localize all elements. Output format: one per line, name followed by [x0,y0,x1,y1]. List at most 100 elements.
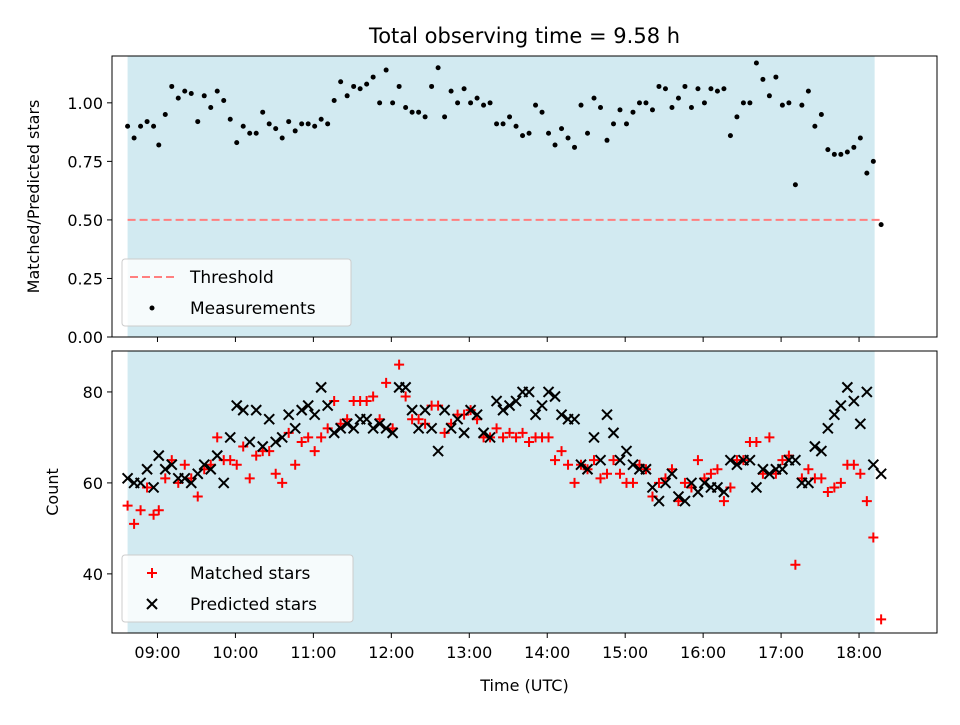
matched-star-point [543,432,554,443]
measurement-point [792,182,798,188]
measurement-point [240,123,246,129]
y-tick-label: 0.25 [67,269,103,288]
measurement-point [513,123,519,129]
matched-star-point [212,432,223,443]
measurement-point [305,121,311,127]
measurement-point [156,142,162,148]
measurement-point [344,93,350,99]
matched-star-point [848,459,859,470]
measurement-point [610,121,616,127]
predicted-star-point [121,472,134,485]
bottom-axes-frame [111,350,938,634]
predicted-star-point [757,463,769,475]
measurement-point [818,112,824,118]
predicted-star-point [555,408,568,421]
predicted-star-point [302,399,314,412]
matched-star-point [550,455,561,466]
measurement-point [403,105,409,111]
measurement-point [675,95,681,101]
predicted-star-point [269,436,282,448]
measurement-point [312,123,318,129]
measurement-point [533,102,539,108]
predicted-star-point [653,495,665,507]
measurement-point [721,86,727,92]
legend-predicted-swatch [146,598,158,610]
predicted-star-point [438,404,451,416]
measurement-point [351,83,357,89]
measurement-point [247,130,253,136]
predicted-star-point [620,445,633,457]
matched-star-point [296,436,307,447]
measurement-point [630,109,636,115]
top-y-ticks: 0.00 0.25 0.50 0.75 1.00 [67,94,112,347]
measurement-points [125,60,884,228]
matched-star-point [816,473,827,484]
predicted-star-point [141,463,153,475]
matched-star-point [751,436,762,447]
y-tick-label: 60 [83,474,103,493]
measurement-point [695,86,701,92]
measurement-point [701,100,707,106]
predicted-star-point [445,422,457,435]
measurement-point [468,100,474,106]
measurement-point [831,151,837,157]
predicted-star-point [731,459,743,471]
predicted-star-point [640,463,652,475]
matched-star-point [692,455,703,466]
matched-star-point [790,559,801,570]
top-y-axis-label: Matched/Predicted stars [24,100,43,294]
measurement-point [138,123,144,129]
measurement-point [214,88,220,94]
measurement-point [799,102,805,108]
measurement-point [714,88,720,94]
matched-star-point [498,432,509,443]
predicted-star-point [685,477,698,489]
predicted-star-point [328,427,340,439]
x-tick-label: 11:00 [290,643,336,662]
predicted-star-point [698,477,711,489]
matched-star-point [868,532,879,543]
predicted-star-point [360,413,373,425]
predicted-star-point [315,381,327,394]
measurement-point [390,100,396,106]
measurement-point [442,114,448,120]
predicted-star-point [380,422,392,435]
predicted-star-point [134,477,147,489]
predicted-star-point [542,386,555,398]
predicted-star-point [776,463,789,475]
matched-star-point [160,473,171,484]
measurement-point [753,60,759,66]
measurement-point [591,95,597,101]
measurement-point [429,83,435,89]
measurement-point [734,114,740,120]
chart-title: Total observing time = 9.58 h [368,24,680,48]
measurement-point [747,100,753,106]
measurement-point [292,128,298,134]
measurement-point [825,147,831,153]
measurement-point [409,109,415,115]
y-tick-label: 0.75 [67,152,103,171]
matched-star-point [225,455,236,466]
measurement-point [125,123,131,129]
predicted-star-point [809,440,821,453]
matched-star-point [491,423,502,434]
predicted-star-point [529,408,542,421]
top-axes-frame [111,55,938,338]
measurement-point [487,100,493,106]
measurement-point [878,222,884,228]
predicted-star-point [198,459,210,471]
predicted-star-point [484,431,496,444]
measurement-point [266,121,272,127]
predicted-star-point [692,486,704,498]
bottom-y-ticks: 40 60 80 [83,383,112,584]
predicted-star-point [321,399,334,412]
predicted-star-point [211,449,223,462]
predicted-star-point [289,422,301,435]
measurement-point [682,83,688,89]
predicted-star-point [471,408,483,421]
top-legend-box [121,258,352,327]
predicted-star-point [185,477,197,489]
predicted-star-point [477,427,490,439]
measurement-point [494,121,500,127]
